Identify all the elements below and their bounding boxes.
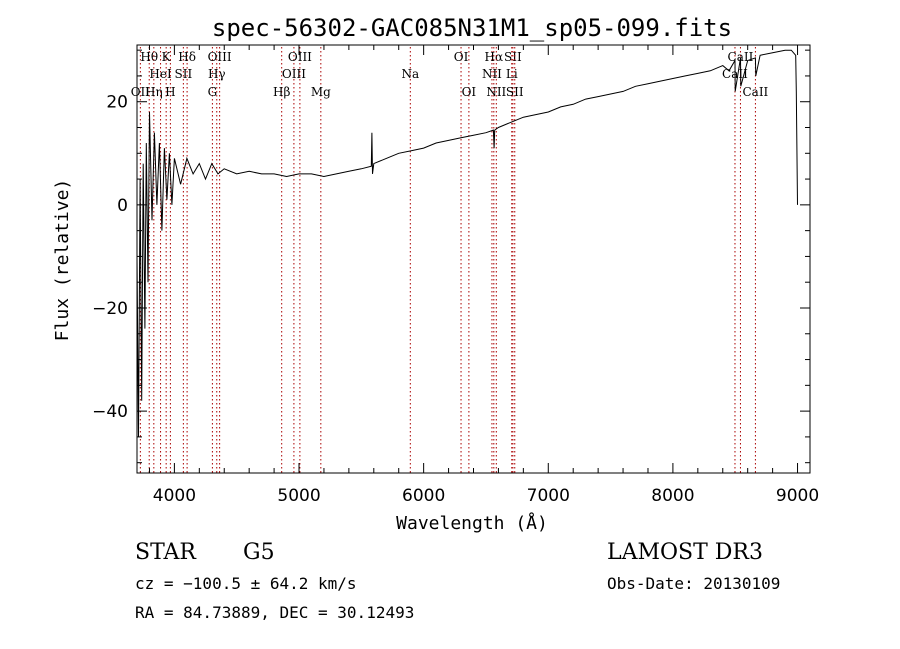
y-axis-label: Flux (relative) [52,179,73,342]
spectral-line-label: H [165,85,175,99]
spectral-line-label: G [208,85,218,99]
flux-series-line [136,49,798,437]
x-axis-label: Wavelength (Å) [396,512,548,534]
spectral-line-label: OIII [208,50,232,64]
spectral-line-label: NII [482,67,502,81]
spectral-line-label: CaII [728,50,754,64]
spectral-line-label: SII [504,50,522,64]
x-tick-label: 7000 [527,486,570,506]
y-tick-label: −20 [92,299,128,319]
spectral-line-label: Hγ [208,67,226,81]
object-subclass: G5 [243,540,275,565]
spectral-line-label: Mg [311,85,331,99]
spectral-line-label: HeI [149,67,172,81]
spectral-line-label: Hα [485,50,504,64]
x-tick-label: 4000 [153,486,196,506]
redshift-cz: cz = −100.5 ± 64.2 km/s [135,574,357,593]
y-tick-label: 20 [106,93,128,113]
x-tick-label: 5000 [277,486,320,506]
survey-name: LAMOST DR3 [607,540,763,565]
object-class: STAR [135,540,196,565]
axis-ticks: 4000 5000 6000 7000 8000 9000 −40 −20 0 20 [92,45,819,506]
x-tick-label: 9000 [776,486,819,506]
spectral-line-label: OIII [282,67,306,81]
spectral-line-label: OIII [288,50,312,64]
spectral-line-label: SII [506,85,524,99]
spectral-line-label: Hδ [178,50,196,64]
chart-title: spec-56302-GAC085N31M1_sp05-099.fits [212,14,732,42]
spectral-line-markers: OIIHθHηHeIKHSIIHδGHγOIIIHβOIIIOIIIMgNaOI… [131,47,769,473]
plot-frame [136,44,811,474]
ra-dec: RA = 84.73889, DEC = 30.12493 [135,603,415,622]
spectral-line-label: Hθ [140,50,158,64]
spectral-line-label: Na [401,67,419,81]
y-tick-label: −40 [92,402,128,422]
spectral-line-label: Hη [145,85,163,99]
spectral-line-label: Hβ [273,85,290,99]
x-tick-label: 8000 [651,486,694,506]
spectral-line-label: SII [175,67,193,81]
y-tick-label: 0 [117,196,128,216]
spectral-line-label: OI [454,50,469,64]
spectral-line-label: Li [506,67,518,81]
spectral-line-label: CaII [742,85,768,99]
spectral-line-label: OII [131,85,151,99]
spectral-line-label: K [162,50,172,64]
obs-date: Obs-Date: 20130109 [607,574,781,593]
spectral-line-label: OI [462,85,477,99]
spectral-line-label: NII [486,85,506,99]
x-tick-label: 6000 [402,486,445,506]
